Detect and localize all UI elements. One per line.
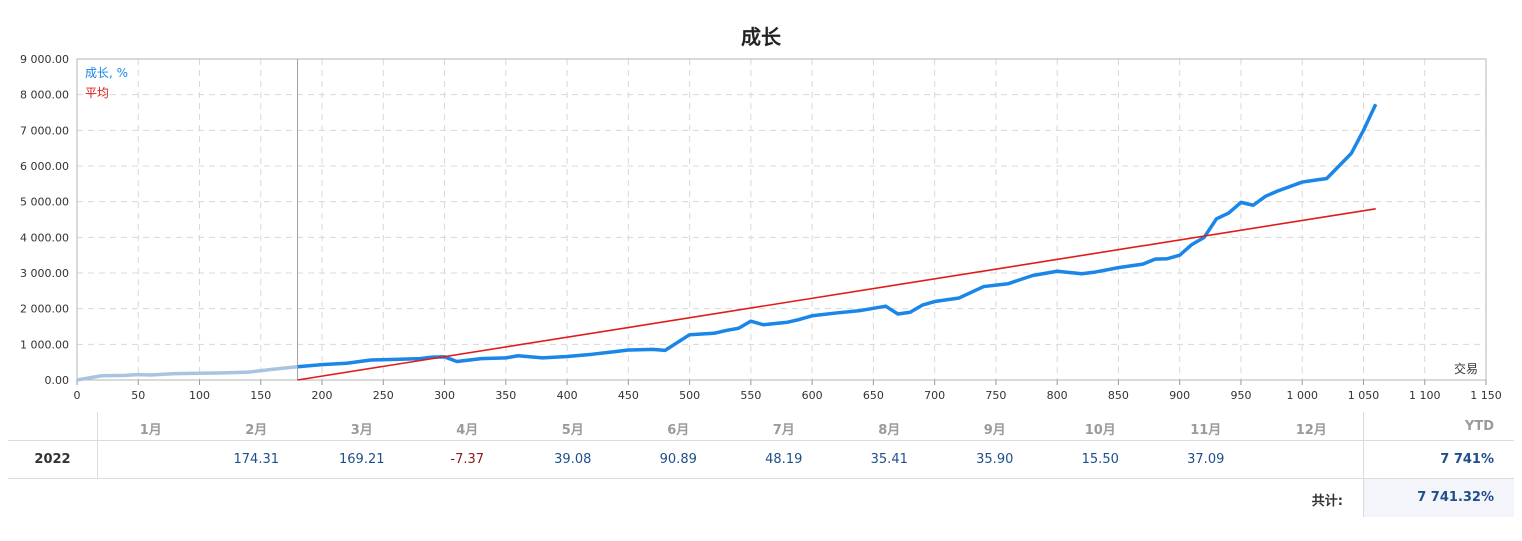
y-tick-label: 1 000.00 — [20, 338, 69, 351]
month-header: 7月 — [772, 423, 795, 438]
month-return-value: -7.37 — [450, 452, 485, 467]
y-tick-label: 5 000.00 — [20, 196, 69, 209]
x-tick-label: 1 050 — [1348, 389, 1380, 402]
y-tick-label: 3 000.00 — [20, 267, 69, 280]
plot-frame — [76, 58, 1487, 381]
month-return-value: 169.21 — [339, 452, 385, 467]
x-tick-label: 600 — [802, 389, 823, 402]
year-label: 2022 — [34, 452, 71, 467]
year-column-divider — [97, 412, 98, 478]
ytd-header: YTD — [1464, 419, 1494, 434]
x-tick-label: 1 150 — [1470, 389, 1502, 402]
y-tick-label: 4 000.00 — [20, 231, 69, 244]
month-header: 4月 — [456, 423, 479, 438]
growth-chart: 0 50 100 150 200 250 300 350 400 450 500 550 600 650 7… — [20, 25, 1502, 402]
growth-series-line — [297, 103, 1378, 369]
x-tick-label: 850 — [1108, 389, 1129, 402]
total-value: 7 741.32% — [1417, 490, 1494, 505]
ytd-column-divider — [1363, 412, 1364, 517]
x-tick-label: 400 — [557, 389, 578, 402]
total-label: 共计: — [1311, 494, 1343, 509]
y-tick-label: 6 000.00 — [20, 160, 69, 173]
month-return-value: 35.90 — [976, 452, 1014, 467]
chart-grid — [77, 58, 1487, 380]
month-header: 10月 — [1084, 423, 1116, 438]
x-tick-label: 550 — [740, 389, 761, 402]
row-divider — [8, 478, 1514, 479]
month-header: 6月 — [667, 423, 690, 438]
x-tick-label: 50 — [131, 389, 145, 402]
month-return-value: 174.31 — [233, 452, 280, 467]
y-tick-label: 2 000.00 — [20, 303, 69, 316]
month-header: 11月 — [1190, 423, 1222, 438]
month-return-value: 37.09 — [1187, 452, 1225, 467]
table-row: 2022 174.31 169.21 -7.37 39.08 90.89 48.19 35.4… — [8, 441, 1514, 478]
growth-series-prior-line — [76, 365, 298, 382]
x-tick-label: 750 — [985, 389, 1006, 402]
x-tick-label: 650 — [863, 389, 884, 402]
y-tick-label: 9 000.00 — [20, 53, 69, 66]
x-tick-label: 700 — [924, 389, 945, 402]
month-header: 1月 — [139, 423, 162, 438]
x-tick-label: 500 — [679, 389, 700, 402]
x-tick-label: 1 100 — [1409, 389, 1441, 402]
x-tick-label: 950 — [1230, 389, 1251, 402]
x-axis-label: 交易 — [1454, 361, 1478, 376]
series-layer — [76, 103, 1378, 382]
x-tick-label: 150 — [250, 389, 271, 402]
month-return-value: 39.08 — [554, 452, 592, 467]
x-tick-label: 350 — [495, 389, 516, 402]
row-divider — [8, 440, 1514, 441]
x-tick-label: 900 — [1169, 389, 1190, 402]
ytd-value: 7 741% — [1440, 452, 1494, 467]
month-header: 5月 — [561, 423, 584, 438]
y-tick-label: 0.00 — [45, 374, 70, 387]
y-tick-label: 7 000.00 — [20, 124, 69, 137]
x-tick-label: 100 — [189, 389, 210, 402]
month-return-value: 90.89 — [659, 452, 697, 467]
legend-growth-label: 成长, % — [85, 66, 128, 80]
x-tick-label: 450 — [618, 389, 639, 402]
x-tick-label: 300 — [434, 389, 455, 402]
month-header: 8月 — [878, 423, 901, 438]
x-tick-label: 800 — [1047, 389, 1068, 402]
table-total-row: 共计: 7 741.32% — [8, 479, 1514, 517]
table-header-row: 1月 2月 3月 4月 5月 6月 7月 8月 9月 10月 11月 12月 YTD — [8, 412, 1514, 440]
month-header: 2月 — [245, 423, 268, 438]
y-tick-label: 8 000.00 — [20, 89, 69, 102]
month-return-value: 48.19 — [765, 452, 803, 467]
x-tick-label: 0 — [74, 389, 81, 402]
legend-average-label: 平均 — [85, 86, 109, 100]
month-return-value: 15.50 — [1081, 452, 1119, 467]
month-header: 9月 — [983, 423, 1006, 438]
month-header: 12月 — [1295, 423, 1327, 438]
x-tick-label: 1 000 — [1286, 389, 1318, 402]
total-value-background — [1364, 479, 1514, 517]
x-tick-label: 200 — [312, 389, 333, 402]
axis-ticks: 0 50 100 150 200 250 300 350 400 450 500 550 600 650 7… — [20, 53, 1502, 402]
average-series-line — [297, 208, 1376, 381]
month-header: 3月 — [350, 423, 373, 438]
month-return-value: 35.41 — [870, 452, 908, 467]
x-tick-label: 250 — [373, 389, 394, 402]
chart-title: 成长 — [741, 25, 782, 49]
